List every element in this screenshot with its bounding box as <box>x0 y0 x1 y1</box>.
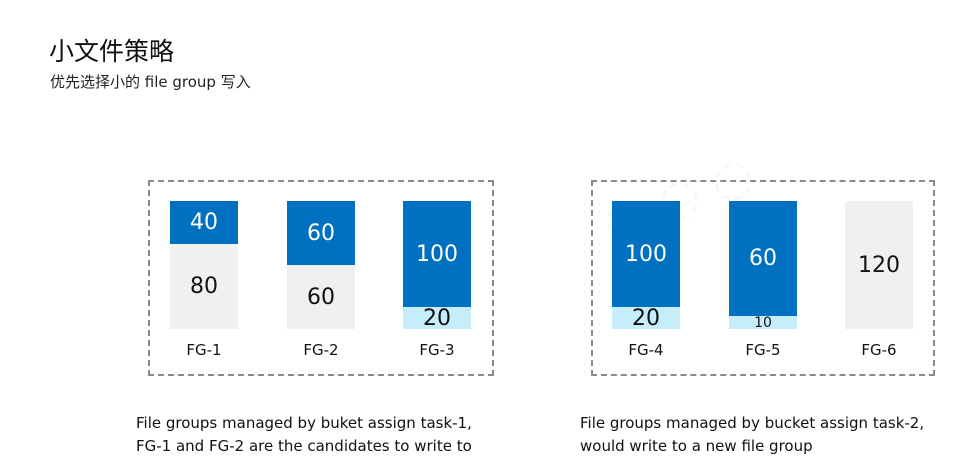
task-1-caption-line-1: File groups managed by buket assign task… <box>136 414 472 432</box>
fg-4-bar: 100 20 <box>612 201 680 329</box>
fg-3-bar: 100 20 <box>403 201 471 329</box>
task-2-caption-line-2: would write to a new file group <box>580 437 813 455</box>
fg-6-bar: 120 <box>845 201 913 329</box>
fg-3-small-segment: 20 <box>403 307 471 329</box>
fg-4-small-segment: 20 <box>612 307 680 329</box>
page-title: 小文件策略 <box>49 37 175 66</box>
fg-1-label: FG-1 <box>186 341 222 359</box>
fg-1-free-segment: 80 <box>190 274 218 299</box>
fg-2-label: FG-2 <box>303 341 339 359</box>
fg-3-label: FG-3 <box>419 341 455 359</box>
fg-4-label: FG-4 <box>628 341 664 359</box>
fg-5-small-segment: 10 <box>729 316 797 329</box>
fg-2-used-segment: 60 <box>287 201 355 265</box>
task-1-caption-line-2: FG-1 and FG-2 are the candidates to writ… <box>136 437 472 455</box>
fg-6-free-segment: 120 <box>858 252 900 278</box>
fg-1-bar: 80 40 <box>170 201 238 329</box>
fg-4-used-segment: 100 <box>612 201 680 307</box>
fg-2-bar: 60 60 <box>287 201 355 329</box>
task-2-file-groups-box <box>591 180 935 376</box>
task-2-caption-line-1: File groups managed by bucket assign tas… <box>580 414 925 432</box>
page-subtitle: 优先选择小的 file group 写入 <box>50 73 251 91</box>
fg-5-label: FG-5 <box>745 341 781 359</box>
fg-5-bar: 60 10 <box>729 201 797 329</box>
task-2-caption: File groups managed by bucket assign tas… <box>580 412 924 458</box>
fg-2-free-segment: 60 <box>307 284 335 310</box>
task-1-caption: File groups managed by buket assign task… <box>136 412 472 458</box>
fg-1-used-segment: 40 <box>170 201 238 244</box>
task-1-file-groups-box <box>148 180 494 376</box>
fg-5-used-segment: 60 <box>729 201 797 316</box>
fg-6-label: FG-6 <box>861 341 897 359</box>
fg-3-used-segment: 100 <box>403 201 471 307</box>
